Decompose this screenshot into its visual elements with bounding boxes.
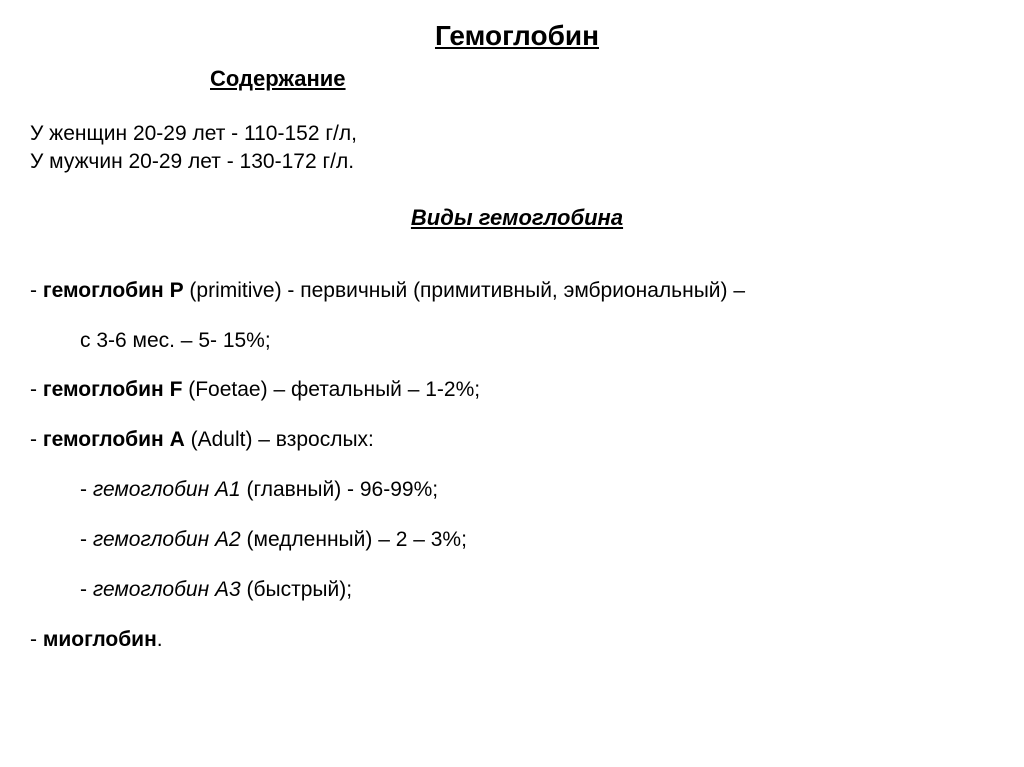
item-f-name: гемоглобин F: [43, 378, 183, 401]
item-a2-rest: (медленный) – 2 – 3%;: [241, 528, 467, 551]
content-men: У мужчин 20-29 лет - 130-172 г/л.: [30, 148, 1004, 176]
item-a2: - гемоглобин А2 (медленный) – 2 – 3%;: [80, 520, 1004, 560]
item-myoglobin: - миоглобин.: [30, 620, 1004, 660]
item-a2-name: гемоглобин А2: [93, 528, 241, 551]
item-a3-rest: (быстрый);: [241, 578, 352, 601]
item-f-rest: (Foetae) – фетальный – 1-2%;: [182, 378, 480, 401]
types-list: - гемоглобин Р (primitive) - первичный (…: [30, 271, 1004, 660]
types-heading: Виды гемоглобина: [30, 205, 1004, 231]
item-a1-rest: (главный) - 96-99%;: [241, 478, 438, 501]
item-myo-name: миоглобин: [43, 628, 157, 651]
slide-page: Гемоглобин Содержание У женщин 20-29 лет…: [0, 0, 1024, 690]
item-a1: - гемоглобин А1 (главный) - 96-99%;: [80, 470, 1004, 510]
item-hemoglobin-f: - гемоглобин F (Foetae) – фетальный – 1-…: [30, 370, 1004, 410]
item-a3: - гемоглобин А3 (быстрый);: [80, 570, 1004, 610]
item-a1-name: гемоглобин А1: [93, 478, 241, 501]
dash: -: [30, 378, 43, 401]
content-values: У женщин 20-29 лет - 110-152 г/л, У мужч…: [30, 120, 1004, 177]
dash: -: [30, 628, 43, 651]
dash: -: [30, 279, 43, 302]
item-hemoglobin-a: - гемоглобин А (Adult) – взрослых:: [30, 420, 1004, 460]
main-title: Гемоглобин: [30, 20, 1004, 52]
dash: -: [80, 478, 93, 501]
item-p-rest: (primitive) - первичный (примитивный, эм…: [184, 279, 745, 302]
item-a-name: гемоглобин А: [43, 428, 185, 451]
dash: -: [80, 578, 93, 601]
item-p-sub: с 3-6 мес. – 5- 15%;: [80, 321, 1004, 361]
item-myo-dot: .: [157, 628, 163, 651]
dash: -: [30, 428, 43, 451]
dash: -: [80, 528, 93, 551]
item-hemoglobin-p: - гемоглобин Р (primitive) - первичный (…: [30, 271, 1004, 311]
item-a3-name: гемоглобин А3: [93, 578, 241, 601]
item-a-rest: (Adult) – взрослых:: [185, 428, 374, 451]
content-subtitle: Содержание: [210, 66, 1004, 92]
item-p-name: гемоглобин Р: [43, 279, 184, 302]
content-women: У женщин 20-29 лет - 110-152 г/л,: [30, 120, 1004, 148]
